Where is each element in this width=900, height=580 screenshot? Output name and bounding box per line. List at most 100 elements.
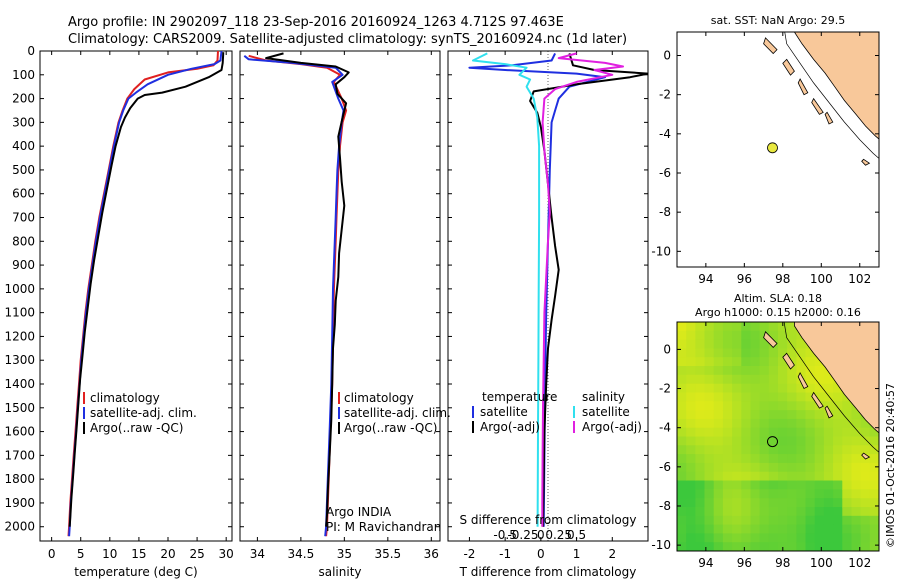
sla-cell [750, 524, 761, 534]
sla-cell [722, 515, 733, 526]
sla-cell [741, 339, 752, 349]
sla-cell [722, 524, 733, 534]
sla-cell [778, 480, 788, 490]
sla-cell [722, 533, 733, 543]
sla-cell [823, 418, 834, 429]
sla-cell [860, 515, 871, 526]
sla-cell [695, 348, 706, 358]
sla-cell [869, 462, 879, 473]
sla-cell [704, 542, 715, 551]
sla-cell [695, 330, 706, 341]
sla-cell [750, 471, 761, 482]
sla-cell [833, 418, 843, 429]
sla-cell [860, 489, 871, 499]
sla-cell [768, 542, 779, 551]
sla-cell [768, 498, 779, 508]
sla-cell [750, 498, 761, 508]
sla-cell [778, 348, 788, 358]
sla-cell [842, 498, 853, 508]
sumatra-landmass [794, 322, 879, 434]
sla-cell [805, 410, 816, 420]
profile-line-argo [529, 53, 648, 527]
sla-cell [768, 427, 779, 438]
lat-tick-label: -2 [659, 382, 671, 396]
sla-cell [732, 392, 742, 402]
lon-tick-label: 102 [848, 272, 871, 286]
sla-cell [787, 410, 797, 420]
lat-tick-label: -6 [659, 460, 671, 474]
sla-cell [750, 348, 761, 358]
lon-tick-label: 98 [775, 556, 790, 570]
sla-cell [833, 427, 843, 438]
sla-cell [869, 445, 879, 455]
depth-tick-label: 2000 [4, 520, 35, 534]
sla-cell [869, 542, 879, 551]
depth-tick-label: 400 [12, 139, 35, 153]
difference-panel: -2 -1 0 1 2 temperature satellite Argo(-adj)… [447, 50, 649, 579]
sla-cell [759, 445, 770, 455]
sla-cell [741, 427, 752, 438]
sla-cell [741, 410, 752, 420]
sla-cell [677, 401, 687, 411]
sla-cell [805, 357, 816, 367]
sla-cell [768, 383, 779, 394]
sla-cell [778, 410, 788, 420]
sla-cell [732, 462, 742, 473]
sla-cell [713, 366, 724, 376]
sla-cell [759, 533, 770, 543]
sla-cell [833, 454, 843, 464]
sla-map-title-line1: Altim. SLA: 0.18 [734, 292, 822, 305]
sla-cell [768, 322, 779, 332]
sla-cell [704, 418, 715, 429]
sla-cell [768, 410, 779, 420]
sla-cell [787, 471, 797, 482]
sla-cell [741, 533, 752, 543]
sla-cell [750, 533, 761, 543]
sla-cell [851, 410, 862, 420]
sla-cell [704, 489, 715, 499]
sla-cell [695, 454, 706, 464]
sla-cell [686, 330, 696, 341]
sla-cell [860, 427, 871, 438]
sla-cell [814, 498, 825, 508]
sla-map-frame [676, 321, 880, 552]
sla-cell [741, 524, 752, 534]
island [861, 158, 871, 166]
sla-cell [833, 489, 843, 499]
salinity-annotation-line2: PI: M Ravichandran [326, 520, 441, 534]
lat-tick-label: -10 [651, 244, 671, 258]
lon-tick-label: 100 [810, 556, 833, 570]
sla-cell [686, 462, 696, 473]
sla-cell [713, 410, 724, 420]
sla-cell [741, 498, 752, 508]
legend-label-argo: Argo(..raw -QC) [90, 421, 183, 435]
sla-cell [814, 436, 825, 446]
island [782, 352, 795, 370]
sla-cell [805, 542, 816, 551]
sla-cell [787, 322, 797, 332]
sla-cell [750, 322, 761, 332]
depth-tick-label: 1000 [4, 282, 35, 296]
sla-cell [805, 348, 816, 358]
sla-cell [787, 348, 797, 358]
sla-cell [704, 339, 715, 349]
sla-cell [677, 436, 687, 446]
island [797, 78, 809, 96]
sla-cell [759, 489, 770, 499]
sla-cell [833, 498, 843, 508]
sla-cell [823, 533, 834, 543]
sla-cell [796, 542, 807, 551]
island [782, 58, 795, 76]
sla-cell [722, 542, 733, 551]
sla-cell [796, 515, 807, 526]
sla-cell [814, 533, 825, 543]
sla-cell [796, 383, 807, 394]
sla-cell [750, 366, 761, 376]
sla-cell [695, 374, 706, 385]
sla-cell [759, 410, 770, 420]
sla-cell [704, 374, 715, 385]
sla-cell [704, 445, 715, 455]
x-tick-label: 0 [537, 547, 545, 561]
lon-tick-label: 96 [737, 556, 752, 570]
island [797, 372, 809, 390]
